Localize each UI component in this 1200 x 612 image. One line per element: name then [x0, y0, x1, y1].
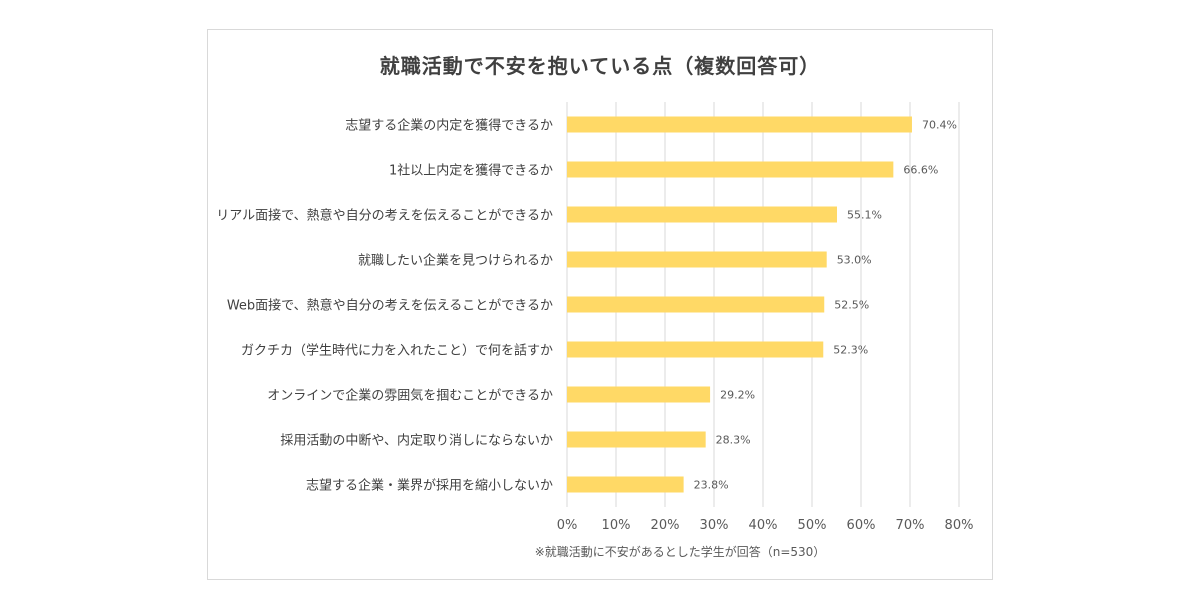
bar: [567, 116, 912, 133]
value-label: 66.6%: [903, 164, 938, 177]
category-label: 志望する企業の内定を獲得できるか: [345, 118, 553, 134]
x-tick-label: 30%: [700, 518, 729, 533]
bar: [567, 296, 825, 313]
category-label: ガクチカ（学生時代に力を入れたこと）で何を話すか: [241, 343, 553, 359]
category-labels: 志望する企業の内定を獲得できるか 1社以上内定を獲得できるかリアル面接で、熱意や自…: [216, 118, 553, 494]
category-label: 志望する企業・業界が採用を縮小しないか: [306, 478, 553, 494]
bar: [567, 386, 711, 403]
bar: [567, 206, 837, 223]
value-labels: 70.4% 66.6% 55.1% 53.0% 52.5% 52.3% 29.2% 28.3%…: [694, 119, 957, 492]
x-tick-labels: 0% 10% 20% 30% 40% 50% 60% 70% 80%: [557, 518, 974, 533]
bar: [567, 161, 894, 178]
x-tick-label: 80%: [945, 518, 974, 533]
chart-note: ※就職活動に不安があるとした学生が回答（n=530）: [534, 545, 826, 559]
value-label: 28.3%: [716, 434, 751, 447]
bars: [567, 116, 912, 493]
x-tick-label: 70%: [896, 518, 925, 533]
bar: [567, 476, 684, 493]
value-label: 23.8%: [694, 479, 729, 492]
x-tick-label: 60%: [847, 518, 876, 533]
category-label: Web面接で、熱意や自分の考えを伝えることができるか: [227, 298, 553, 314]
category-label: リアル面接で、熱意や自分の考えを伝えることができるか: [216, 208, 553, 224]
x-tick-label: 20%: [651, 518, 680, 533]
value-label: 52.3%: [833, 344, 868, 357]
value-label: 70.4%: [922, 119, 957, 132]
value-label: 53.0%: [837, 254, 872, 267]
value-label: 29.2%: [720, 389, 755, 402]
bar: [567, 341, 824, 358]
chart-title: 就職活動で不安を抱いている点（複数回答可）: [379, 54, 821, 78]
category-label: 1社以上内定を獲得できるか: [389, 163, 553, 179]
category-label: 就職したい企業を見つけられるか: [358, 253, 553, 269]
value-label: 55.1%: [847, 209, 882, 222]
value-label: 52.5%: [834, 299, 869, 312]
x-tick-label: 0%: [557, 518, 578, 533]
x-tick-label: 40%: [749, 518, 778, 533]
x-tick-label: 10%: [602, 518, 631, 533]
category-label: オンラインで企業の雰囲気を掴むことができるか: [267, 388, 553, 404]
category-label: 採用活動の中断や、内定取り消しにならないか: [280, 433, 553, 449]
bar: [567, 251, 827, 268]
x-tick-label: 50%: [798, 518, 827, 533]
bar: [567, 431, 706, 448]
